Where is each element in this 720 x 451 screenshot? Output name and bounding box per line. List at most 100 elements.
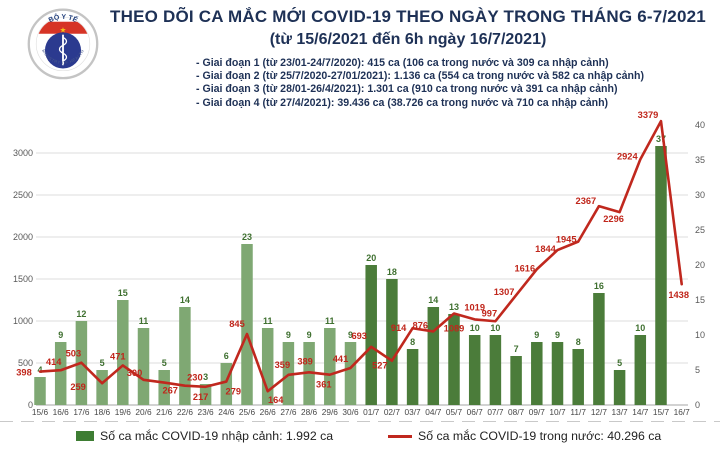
bar-value-label: 12 bbox=[76, 309, 86, 319]
x-axis-label: 26/6 bbox=[260, 407, 277, 417]
x-axis-label: 02/7 bbox=[384, 407, 401, 417]
x-axis-label: 04/7 bbox=[425, 407, 442, 417]
bar bbox=[572, 349, 584, 405]
right-axis-tick-label: 35 bbox=[695, 155, 705, 165]
bar bbox=[593, 293, 605, 405]
line-value-label: 389 bbox=[297, 356, 313, 366]
bar-value-label: 8 bbox=[410, 337, 415, 347]
x-axis-label: 15/7 bbox=[653, 407, 670, 417]
line-value-label: 1616 bbox=[514, 263, 535, 273]
bar-value-label: 5 bbox=[162, 358, 167, 368]
bar-value-label: 9 bbox=[58, 330, 63, 340]
bar bbox=[220, 363, 233, 405]
x-axis-label: 20/6 bbox=[135, 407, 152, 417]
legend-imported-label: Số ca mắc COVID-19 nhập cảnh: 1.992 ca bbox=[100, 429, 334, 443]
bar bbox=[179, 307, 191, 405]
line-value-label: 1089 bbox=[444, 324, 465, 334]
line-value-label: 230 bbox=[187, 373, 203, 383]
line-value-label: 1844 bbox=[535, 244, 557, 254]
logo-red-band bbox=[36, 21, 90, 34]
stage-3-summary: - Giai đoạn 3 (từ 28/01-26/4/2021): 1.30… bbox=[196, 83, 618, 96]
left-axis-tick-label: 0 bbox=[28, 400, 33, 410]
chart-subtitle: (từ 15/6/2021 đến 6h ngày 16/7/2021) bbox=[269, 31, 547, 48]
x-axis-label: 13/7 bbox=[612, 407, 629, 417]
line-value-label: 414 bbox=[46, 357, 62, 367]
line-value-label: 527 bbox=[372, 361, 388, 371]
x-axis-label: 17/6 bbox=[73, 407, 90, 417]
line-value-label: 845 bbox=[229, 319, 245, 329]
x-axis-label: 12/7 bbox=[591, 407, 608, 417]
line-value-label: 693 bbox=[351, 331, 367, 341]
stage-summary-list: - Giai đoạn 1 (từ 23/01-24/7/2020): 415 … bbox=[196, 57, 644, 110]
right-axis-tick-label: 15 bbox=[695, 295, 705, 305]
bar bbox=[365, 265, 377, 405]
left-axis-tick-label: 1500 bbox=[13, 274, 33, 284]
bar bbox=[137, 328, 150, 405]
line-value-label: 2924 bbox=[617, 151, 639, 161]
x-axis-label: 24/6 bbox=[218, 407, 235, 417]
bar bbox=[634, 335, 647, 405]
bar-value-label: 37 bbox=[656, 134, 666, 144]
line-value-label: 217 bbox=[193, 392, 209, 402]
line-swatch-icon bbox=[388, 434, 412, 438]
chart-title: THEO DÕI CA MẮC MỚI COVID-19 THEO NGÀY T… bbox=[110, 7, 706, 26]
bar-value-label: 18 bbox=[387, 267, 397, 277]
bar-value-label: 11 bbox=[139, 316, 149, 326]
stage-4-summary: - Giai đoạn 4 (từ 27/4/2021): 39.436 ca … bbox=[196, 96, 609, 109]
right-axis-tick-label: 0 bbox=[695, 400, 700, 410]
right-axis-tick-label: 25 bbox=[695, 225, 705, 235]
bar-value-label: 9 bbox=[555, 330, 560, 340]
line-series bbox=[38, 119, 684, 393]
x-axis-label: 18/6 bbox=[94, 407, 111, 417]
bar-value-label: 8 bbox=[576, 337, 581, 347]
x-axis-label: 15/6 bbox=[32, 407, 49, 417]
bar-value-label: 10 bbox=[470, 323, 480, 333]
bar-value-label: 6 bbox=[224, 351, 229, 361]
x-axis-label: 19/6 bbox=[115, 407, 132, 417]
bar bbox=[510, 356, 522, 405]
line-value-label: 361 bbox=[316, 380, 332, 390]
x-axis-label: 05/7 bbox=[446, 407, 463, 417]
bar-value-label: 9 bbox=[307, 330, 312, 340]
bar bbox=[117, 300, 129, 405]
bar-value-label: 11 bbox=[325, 316, 335, 326]
bar bbox=[158, 370, 170, 405]
legend-separator bbox=[0, 421, 720, 422]
bar bbox=[261, 328, 274, 405]
stage-1-summary: - Giai đoạn 1 (từ 23/01-24/7/2020): 415 … bbox=[196, 57, 609, 69]
x-axis-label: 10/7 bbox=[549, 407, 566, 417]
x-axis-label: 16/6 bbox=[53, 407, 70, 417]
x-axis-label: 29/6 bbox=[322, 407, 339, 417]
bar-value-label: 10 bbox=[490, 323, 500, 333]
bar bbox=[655, 146, 667, 405]
bar bbox=[386, 279, 398, 405]
x-axis-label: 09/7 bbox=[529, 407, 546, 417]
x-axis-label: 11/7 bbox=[570, 407, 586, 417]
logo-staff-icon bbox=[62, 34, 64, 66]
legend-domestic-label: Số ca mắc COVID-19 trong nước: 40.296 ca bbox=[418, 429, 662, 443]
stage-2-summary: - Giai đoạn 2 (từ 25/7/2020-27/01/2021):… bbox=[196, 70, 645, 83]
bar bbox=[324, 328, 336, 405]
logo-star-icon: ★ bbox=[60, 25, 67, 34]
line-value-label: 503 bbox=[66, 349, 82, 359]
bar bbox=[406, 349, 419, 405]
bar bbox=[96, 370, 108, 405]
right-axis-tick-label: 20 bbox=[695, 260, 705, 270]
x-axis-label: 01/7 bbox=[363, 407, 380, 417]
bar-value-label: 9 bbox=[286, 330, 291, 340]
bar-value-label: 23 bbox=[242, 232, 252, 242]
line-value-label: 997 bbox=[482, 308, 498, 318]
x-axis-label: 22/6 bbox=[177, 407, 194, 417]
legend-domestic-cases: Số ca mắc COVID-19 trong nước: 40.296 ca bbox=[388, 429, 661, 443]
bar-value-label: 5 bbox=[617, 358, 622, 368]
bar-value-label: 9 bbox=[534, 330, 539, 340]
line-value-label: 441 bbox=[333, 354, 349, 364]
x-axis-label: 21/6 bbox=[156, 407, 173, 417]
line-value-label: 398 bbox=[16, 368, 32, 378]
line-value-label: 2367 bbox=[576, 196, 597, 206]
bar-value-label: 20 bbox=[366, 253, 376, 263]
x-axis-label: 06/7 bbox=[467, 407, 484, 417]
line-value-label: 259 bbox=[70, 382, 86, 392]
line-value-label: 914 bbox=[391, 323, 407, 333]
